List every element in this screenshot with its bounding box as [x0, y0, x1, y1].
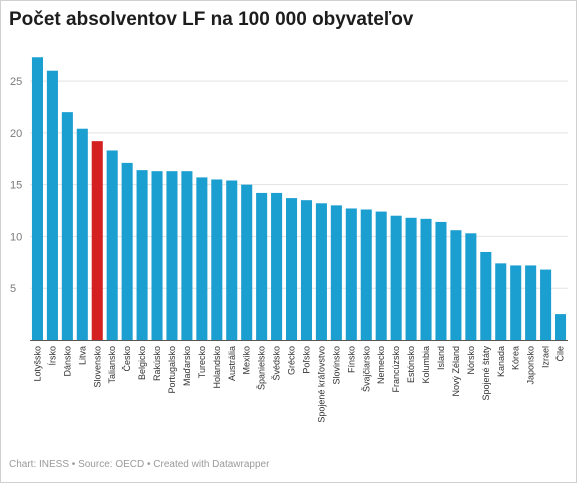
bar-2 — [61, 112, 73, 341]
x-tick-label: Kórea — [511, 346, 521, 370]
bar-30 — [480, 251, 492, 340]
x-tick-label: Nový Zéland — [451, 346, 461, 397]
bar-5 — [106, 150, 118, 340]
bar-29 — [465, 233, 477, 340]
bar-24 — [390, 215, 402, 340]
bar-14 — [241, 184, 253, 340]
x-tick-label: Mexiko — [242, 346, 252, 375]
bar-4 — [91, 141, 103, 340]
x-tick-label: Dánsko — [62, 346, 72, 377]
bar-17 — [285, 198, 298, 340]
bar-3 — [76, 128, 88, 340]
x-tick-label: Island — [436, 346, 446, 370]
x-tick-label: Grécko — [287, 346, 297, 375]
bar-32 — [510, 265, 522, 340]
bar-33 — [525, 265, 537, 340]
x-tick-label: Slovinsko — [331, 346, 341, 385]
bar-6 — [121, 162, 133, 340]
bar-20 — [330, 205, 342, 340]
bar-18 — [300, 200, 313, 340]
x-tick-label: Nórsko — [466, 346, 476, 375]
x-tick-label: Švajčiarsko — [361, 346, 371, 392]
bar-8 — [151, 171, 163, 340]
bar-22 — [360, 209, 372, 340]
bar-34 — [540, 269, 552, 340]
y-tick-label: 15 — [10, 180, 22, 192]
bar-7 — [136, 170, 148, 340]
bar-23 — [375, 211, 387, 340]
x-tick-label: Izrael — [541, 346, 551, 368]
x-tick-label: Holandsko — [212, 346, 222, 389]
bar-21 — [345, 208, 357, 340]
x-tick-label: Spojené kráľovstvo — [316, 346, 326, 423]
bar-35 — [554, 314, 567, 340]
x-tick-label: Fínsko — [346, 346, 356, 373]
x-tick-label: Švédsko — [272, 346, 282, 381]
y-tick-label: 5 — [10, 283, 16, 295]
x-tick-label: Portugalsko — [167, 346, 177, 394]
bar-27 — [435, 221, 447, 340]
y-tick-label: 25 — [10, 76, 22, 88]
bar-0 — [31, 57, 44, 340]
x-tick-label: Španielsko — [257, 346, 267, 390]
bar-10 — [181, 171, 193, 340]
bar-12 — [211, 179, 223, 340]
x-tick-label: Taliansko — [107, 346, 117, 384]
bar-28 — [450, 230, 462, 340]
x-tick-label: Írsko — [47, 346, 57, 366]
chart-title: Počet absolventov LF na 100 000 obyvateľ… — [9, 9, 414, 30]
x-tick-label: Kanada — [496, 346, 506, 377]
x-tick-label: Litva — [77, 346, 87, 365]
x-tick-label: Kolumbia — [421, 346, 431, 384]
x-tick-label: Austrália — [227, 346, 237, 381]
x-tick-label: Japonsko — [526, 346, 536, 385]
x-tick-label: Francúzsko — [391, 346, 401, 393]
bar-31 — [495, 263, 507, 340]
chart-footer: Chart: INESS • Source: OECD • Created wi… — [9, 459, 270, 470]
x-tick-label: Poľsko — [301, 346, 311, 374]
y-tick-label: 20 — [10, 128, 22, 140]
x-tick-label: Čile — [556, 346, 566, 362]
x-tick-label: Slovensko — [92, 346, 102, 388]
x-tick-label: Turecko — [197, 346, 207, 378]
bar-9 — [166, 171, 178, 340]
bar-25 — [405, 217, 417, 340]
bar-13 — [226, 180, 238, 340]
x-tick-label: Belgicko — [137, 346, 147, 380]
bar-11 — [196, 177, 208, 340]
x-tick-label: Nemecko — [376, 346, 386, 384]
x-tick-label: Rakúsko — [152, 346, 162, 381]
x-tick-label: Lotyšsko — [32, 346, 42, 382]
bar-15 — [256, 192, 268, 340]
y-tick-label: 10 — [10, 231, 22, 243]
bar-26 — [420, 218, 432, 340]
bar-19 — [315, 203, 327, 340]
x-tick-label: Estónsko — [406, 346, 416, 383]
x-tick-label: Maďarsko — [182, 346, 192, 386]
x-tick-label: Česko — [122, 346, 132, 372]
x-tick-label: Spojené štáty — [481, 346, 491, 401]
bar-16 — [271, 192, 283, 340]
bar-1 — [46, 70, 58, 340]
